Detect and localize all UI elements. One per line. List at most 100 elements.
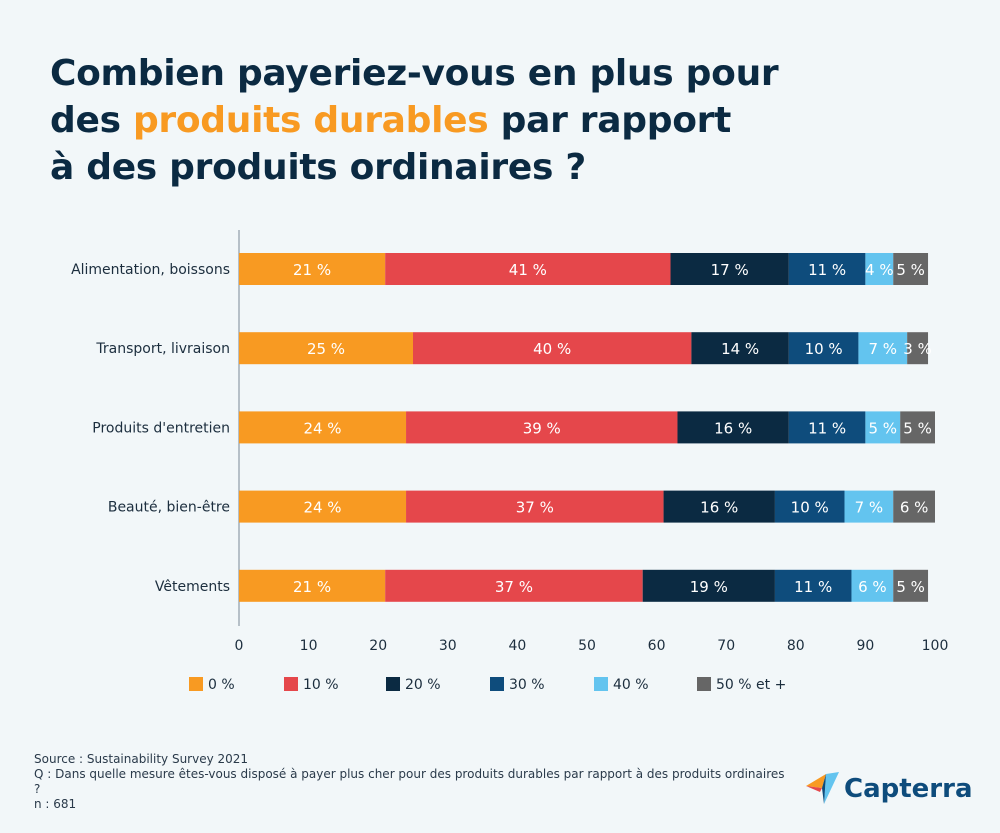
legend-label: 10 % xyxy=(303,677,339,693)
x-tick-label: 40 xyxy=(508,638,526,654)
legend-swatch xyxy=(386,677,400,691)
source-notes: Source : Sustainability Survey 2021 Q : … xyxy=(34,752,794,812)
bar-segment xyxy=(788,411,866,444)
data-label: 11 % xyxy=(794,578,832,596)
data-label: 40 % xyxy=(533,340,571,358)
capterra-logo: Capterra xyxy=(806,772,973,806)
data-label: 24 % xyxy=(303,419,341,437)
bar-segment xyxy=(385,253,671,285)
data-label: 5 % xyxy=(869,419,898,437)
category-label: Produits d'entretien xyxy=(92,420,230,436)
bar-segment xyxy=(239,253,386,285)
bar-segment xyxy=(239,569,386,602)
bar-segment xyxy=(239,332,413,365)
legend-label: 40 % xyxy=(613,677,649,693)
x-tick-label: 80 xyxy=(787,638,805,654)
data-label: 4 % xyxy=(865,261,894,279)
legend-swatch xyxy=(284,677,298,691)
bar-segment xyxy=(788,332,859,365)
data-label: 24 % xyxy=(303,499,341,517)
bar-segment xyxy=(663,490,775,523)
x-tick-label: 90 xyxy=(856,638,874,654)
capterra-logo-icon xyxy=(806,772,839,804)
source-text: Source : Sustainability Survey 2021 xyxy=(34,752,249,766)
bar-segment xyxy=(858,332,908,365)
data-label: 3 % xyxy=(903,340,932,358)
data-label: 37 % xyxy=(495,578,533,596)
data-label: 5 % xyxy=(903,419,932,437)
x-tick-label: 70 xyxy=(717,638,735,654)
x-tick-label: 0 xyxy=(235,638,244,654)
bar-segment xyxy=(774,569,852,602)
bar-segment xyxy=(774,490,845,523)
data-label: 6 % xyxy=(858,578,887,596)
bar-segment xyxy=(865,253,894,285)
bar-segment xyxy=(691,332,789,365)
data-label: 41 % xyxy=(509,261,547,279)
x-tick-label: 50 xyxy=(578,638,596,654)
bar-segment xyxy=(670,253,789,285)
data-label: 10 % xyxy=(805,340,843,358)
data-label: 5 % xyxy=(896,261,925,279)
legend-swatch xyxy=(697,677,711,691)
x-tick-label: 20 xyxy=(369,638,387,654)
data-label: 14 % xyxy=(721,340,759,358)
data-label: 17 % xyxy=(711,261,749,279)
data-label: 39 % xyxy=(523,419,561,437)
legend-swatch xyxy=(189,677,203,691)
data-label: 10 % xyxy=(791,499,829,517)
question-text: Q : Dans quelle mesure êtes-vous disposé… xyxy=(34,767,785,796)
bar-segment xyxy=(893,253,929,285)
chart-title: Combien payeriez-vous en plus pour des p… xyxy=(50,50,779,191)
category-label: Alimentation, boissons xyxy=(71,262,230,278)
category-label: Vêtements xyxy=(155,579,230,595)
title-highlight: produits durables xyxy=(132,100,489,141)
bar-segment xyxy=(900,411,935,444)
legend-label: 0 % xyxy=(208,677,235,693)
x-tick-label: 10 xyxy=(300,638,318,654)
data-label: 11 % xyxy=(808,261,846,279)
category-label: Beauté, bien-être xyxy=(108,500,230,516)
legend-swatch xyxy=(490,677,504,691)
title-line-1: Combien payeriez-vous en plus pour xyxy=(50,53,779,94)
bar-segment xyxy=(788,253,866,285)
data-label: 21 % xyxy=(293,578,331,596)
bar-segment xyxy=(239,490,407,523)
bar-segment xyxy=(851,569,894,602)
bar-segment xyxy=(642,569,775,602)
bar-segment xyxy=(907,332,929,365)
data-label: 19 % xyxy=(690,578,728,596)
logo-text: Capterra xyxy=(844,774,973,804)
legend-label: 30 % xyxy=(509,677,545,693)
legend-label: 20 % xyxy=(405,677,441,693)
bar-segment xyxy=(413,332,692,365)
x-tick-label: 60 xyxy=(648,638,666,654)
data-label: 25 % xyxy=(307,340,345,358)
title-line-2-pre: des xyxy=(50,100,133,141)
data-label: 7 % xyxy=(869,340,898,358)
x-tick-label: 100 xyxy=(922,638,949,654)
bar-segment xyxy=(406,411,678,444)
category-label: Transport, livraison xyxy=(95,341,230,357)
data-label: 5 % xyxy=(896,578,925,596)
bar-segment xyxy=(677,411,789,444)
data-label: 16 % xyxy=(714,419,752,437)
sample-size: n : 681 xyxy=(34,797,77,811)
title-line-2-post: par rapport xyxy=(488,100,732,141)
title-line-3: à des produits ordinaires ? xyxy=(50,147,586,188)
x-tick-label: 30 xyxy=(439,638,457,654)
bar-segment xyxy=(406,490,664,523)
data-label: 6 % xyxy=(900,499,929,517)
bar-segment xyxy=(865,411,901,444)
data-label: 7 % xyxy=(855,499,884,517)
bar-segment xyxy=(893,490,935,523)
data-label: 11 % xyxy=(808,419,846,437)
data-label: 37 % xyxy=(516,499,554,517)
data-label: 21 % xyxy=(293,261,331,279)
legend-swatch xyxy=(594,677,608,691)
legend-label: 50 % et + xyxy=(716,677,786,693)
bar-segment xyxy=(893,569,929,602)
bar-segment xyxy=(844,490,894,523)
bar-segment xyxy=(385,569,643,602)
